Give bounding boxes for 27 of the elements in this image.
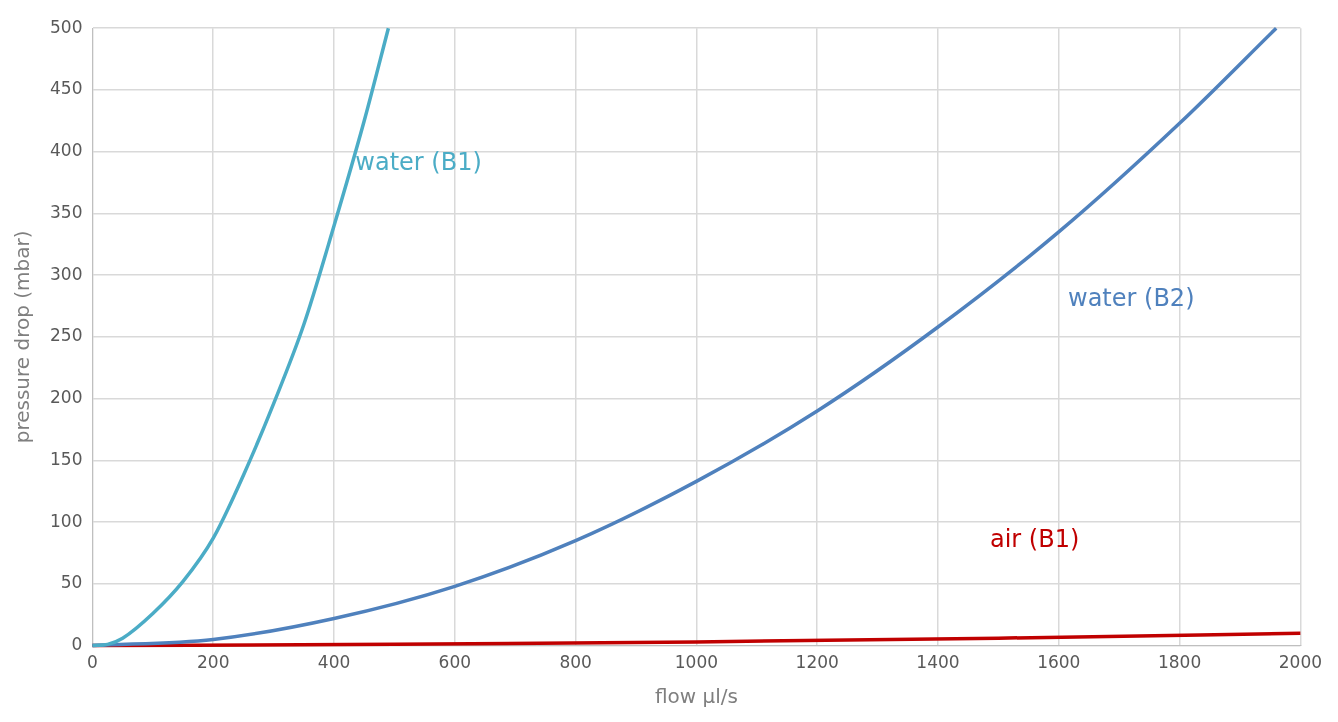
y-tick-label: 250 (49, 325, 83, 346)
y-tick-label: 350 (49, 201, 83, 222)
x-tick-label: 600 (438, 652, 472, 673)
x-tick-label: 1400 (916, 652, 960, 673)
y-tick-label: 150 (49, 448, 83, 469)
x-axis-title: flow µl/s (654, 684, 738, 709)
y-tick-label: 100 (49, 510, 83, 531)
y-axis-title: pressure drop (mbar) (10, 230, 35, 444)
series-label: water (B1) (355, 148, 482, 177)
y-tick-label: 400 (49, 140, 83, 161)
y-tick-label: 50 (60, 572, 83, 593)
x-tick-label: 1600 (1037, 652, 1081, 673)
x-tick-label: 1800 (1157, 652, 1202, 673)
x-tick-label: 200 (197, 652, 230, 673)
x-tick-label: 1000 (674, 652, 719, 673)
series-label: water (B2) (1068, 284, 1195, 313)
x-tick-label: 400 (317, 652, 351, 673)
y-tick-label: 300 (49, 263, 83, 284)
x-tick-label: 1200 (795, 652, 839, 673)
text: air (B1) (989, 524, 1080, 553)
x-tick-label: 2000 (1278, 652, 1322, 673)
y-tick-label: 200 (49, 387, 83, 408)
y-tick-label: 0 (71, 634, 83, 655)
y-tick-label: 450 (49, 78, 83, 99)
x-tick-label: 800 (559, 652, 592, 673)
x-tick-label: 0 (87, 652, 98, 673)
y-tick-label: 500 (49, 16, 83, 37)
